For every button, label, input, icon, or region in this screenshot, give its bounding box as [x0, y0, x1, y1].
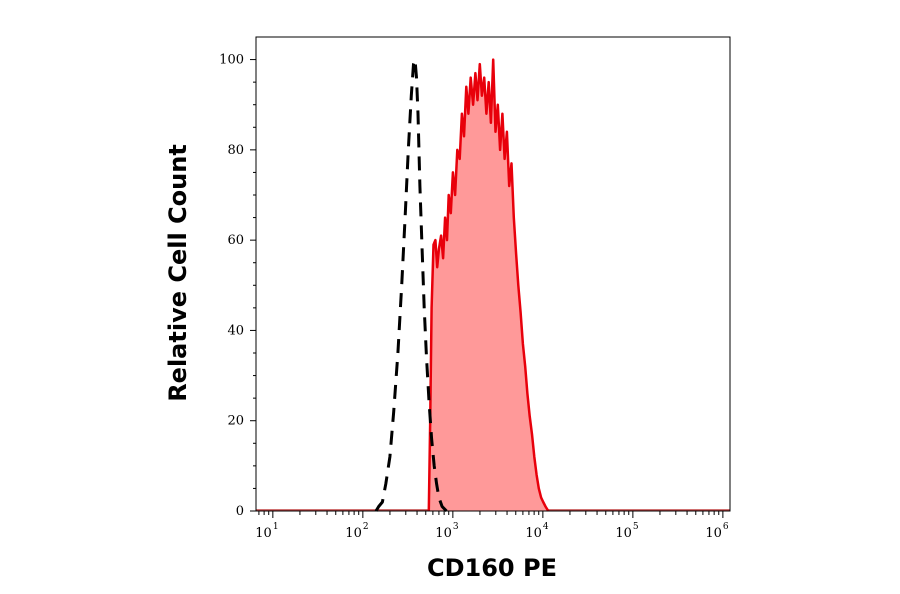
plot-frame — [255, 36, 731, 512]
y-axis-ticks: 0 20 40 60 80 100 — [219, 53, 256, 519]
x-tick-exponent: 5 — [633, 522, 639, 532]
y-tick-label: 100 — [219, 53, 244, 68]
y-tick-label: 40 — [227, 323, 244, 338]
x-tick-exponent: 6 — [723, 522, 729, 532]
x-tick-exponent: 3 — [453, 522, 459, 532]
series-layer — [256, 58, 730, 513]
x-tick-exponent: 2 — [363, 522, 369, 532]
series-dashed-line — [374, 58, 448, 513]
x-tick-exponent: 1 — [273, 522, 279, 532]
x-tick-exponent: 4 — [543, 522, 549, 532]
y-tick-label: 0 — [236, 504, 244, 519]
series-line — [427, 58, 550, 512]
x-tick-label: 10 — [705, 526, 722, 541]
y-tick-label: 60 — [227, 233, 244, 248]
x-tick-label: 10 — [435, 526, 452, 541]
x-tick-label: 10 — [615, 526, 632, 541]
x-tick-label: 10 — [345, 526, 362, 541]
x-axis-ticks: 10 1 10 2 10 3 10 4 10 5 10 6 — [255, 511, 729, 541]
series-area-fill — [428, 59, 549, 511]
x-axis-title: CD160 PE — [427, 554, 557, 582]
y-tick-label: 20 — [227, 414, 244, 429]
y-tick-label: 80 — [227, 143, 244, 158]
x-tick-label: 10 — [525, 526, 542, 541]
y-axis-title: Relative Cell Count — [164, 144, 192, 402]
x-tick-label: 10 — [255, 526, 272, 541]
